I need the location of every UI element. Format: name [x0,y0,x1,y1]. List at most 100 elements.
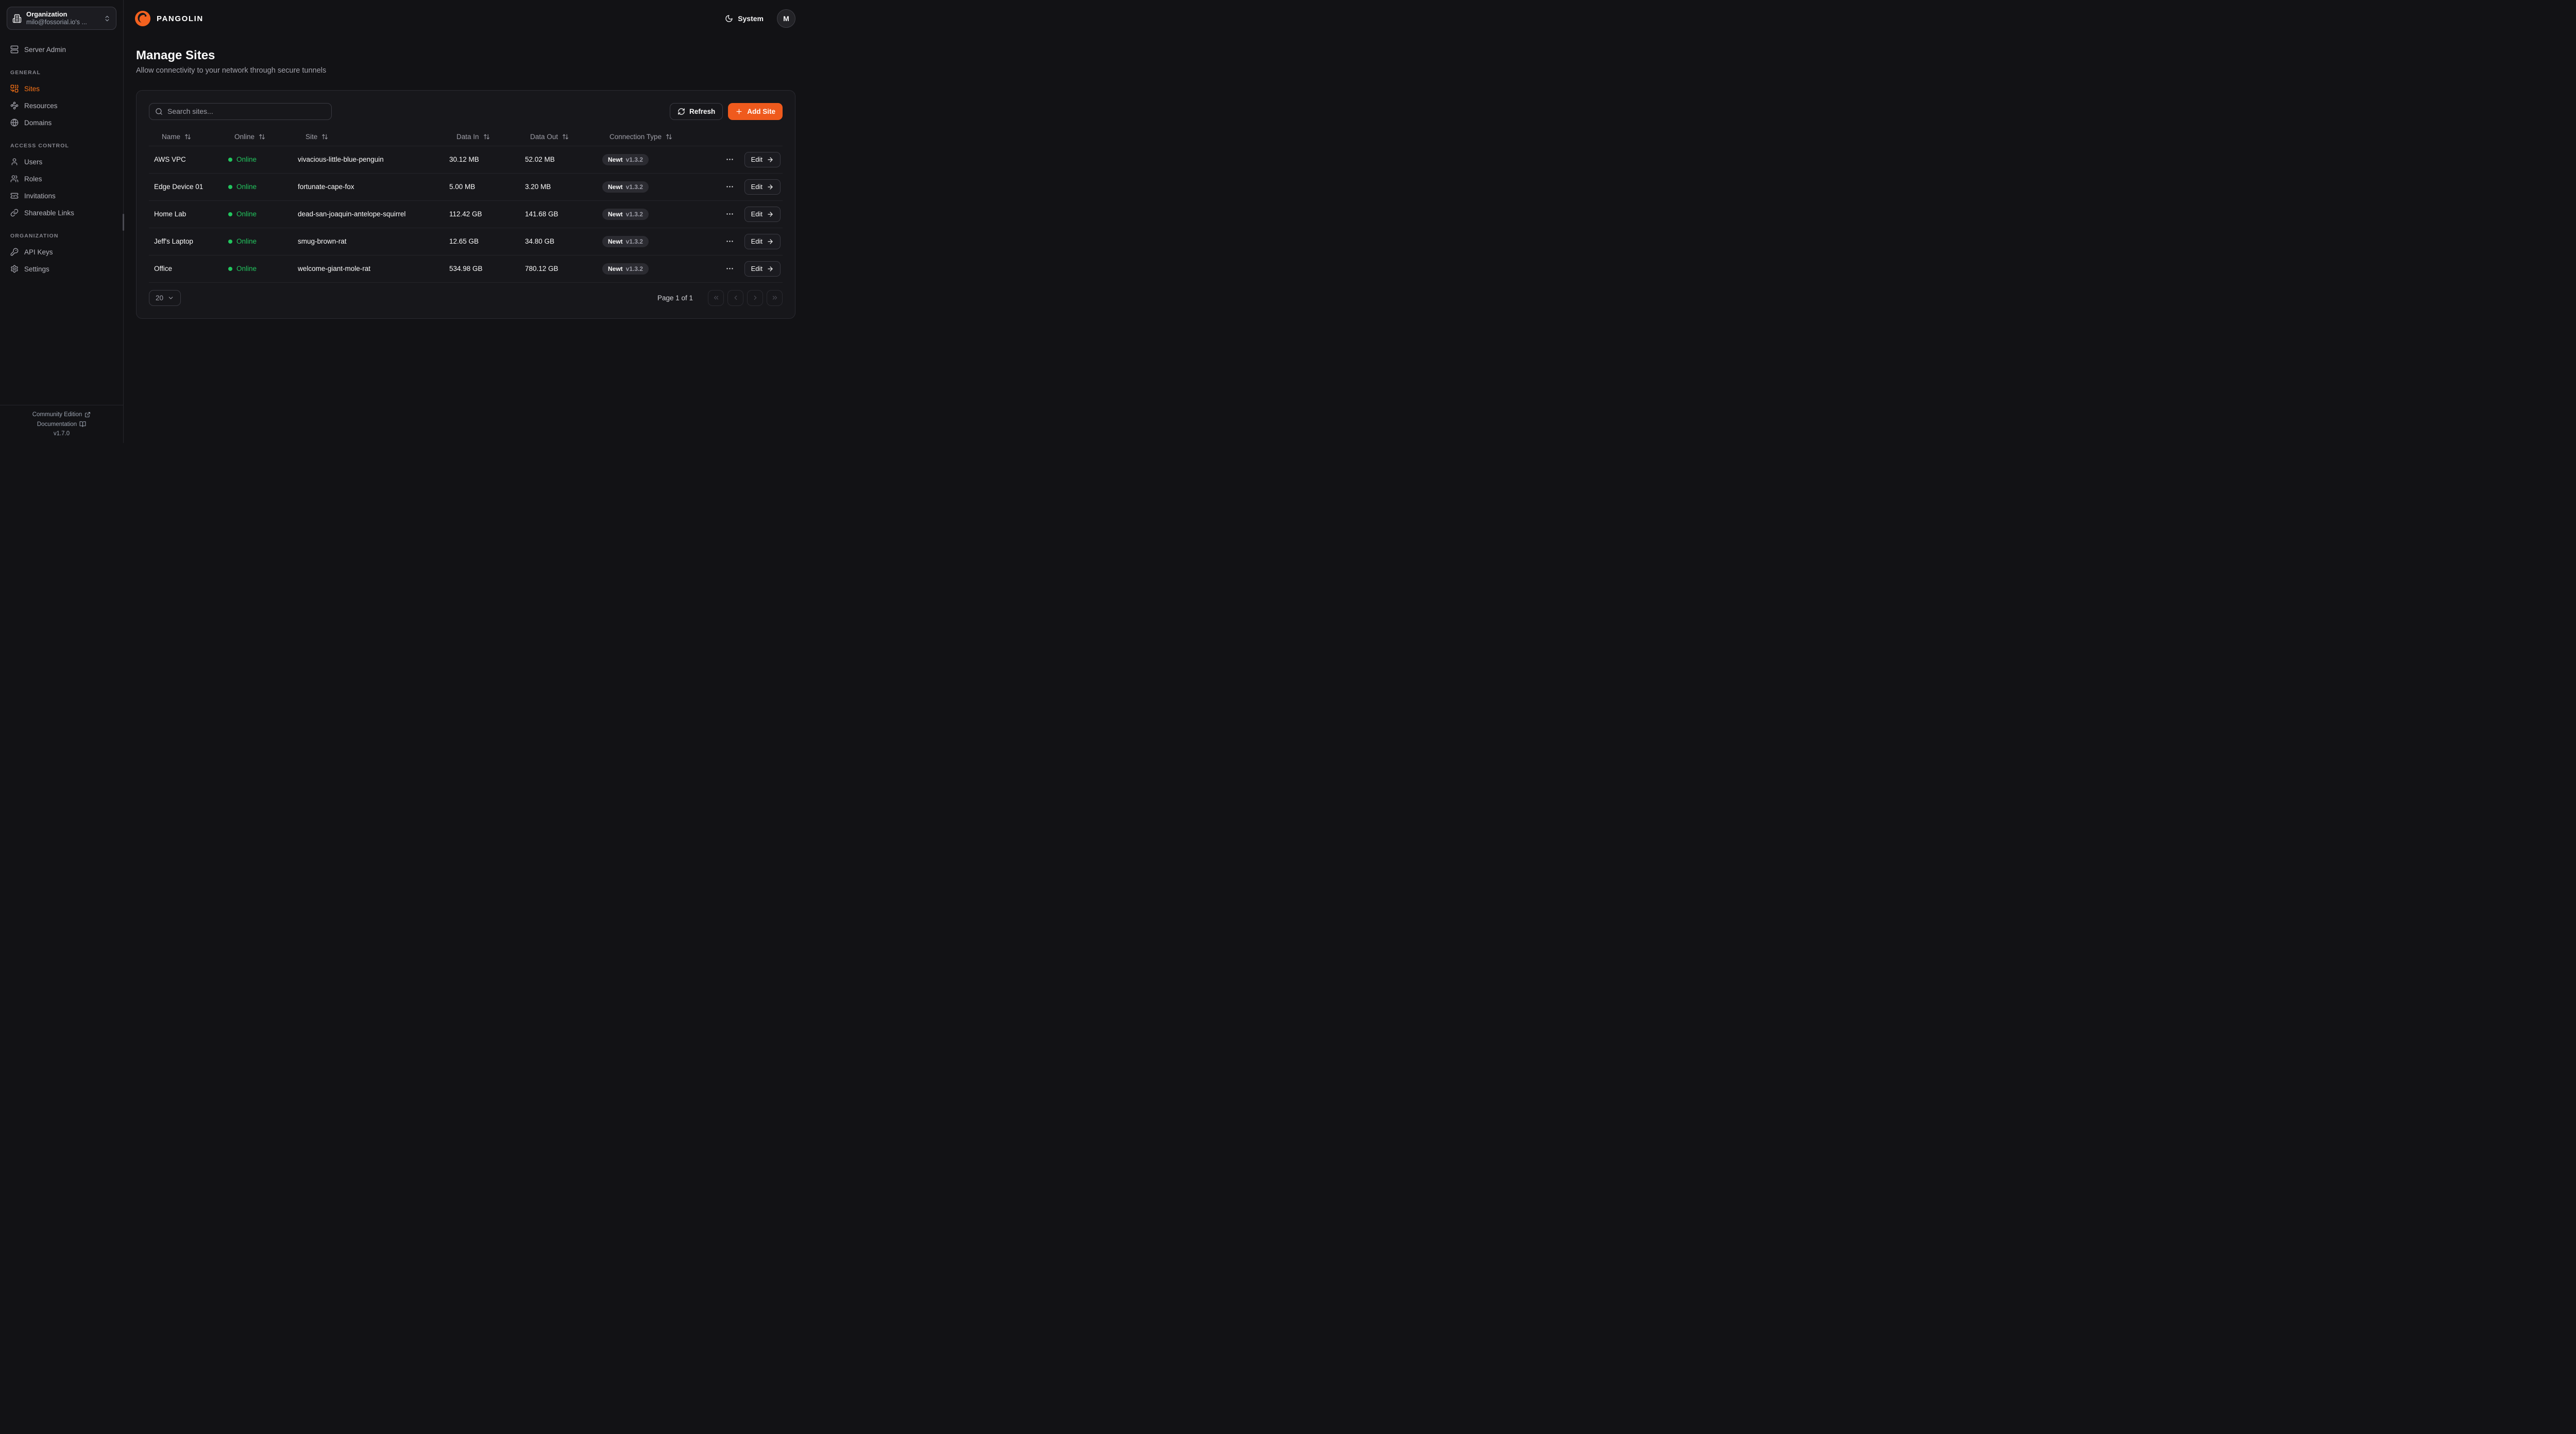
sidebar-item-domains[interactable]: Domains [6,115,117,130]
page-size-select[interactable]: 20 [149,289,181,306]
column-header-site[interactable]: Site [290,133,439,141]
previous-page-button[interactable] [727,289,743,306]
online-status-dot [228,157,232,162]
add-site-label: Add Site [747,107,775,115]
search-icon [155,108,163,115]
connection-type-name: Newt [608,210,623,218]
chevrons-right-icon [771,294,778,301]
theme-toggle[interactable]: System [725,14,764,23]
data-in-cell: 112.42 GB [449,210,482,218]
sidebar-nav: Server Admin GENERAL Sites Resources Domains… [0,37,123,277]
ticket-check-icon [10,192,19,200]
sort-icon[interactable] [666,133,672,140]
documentation-link[interactable]: Documentation [37,421,86,428]
row-menu-button[interactable] [724,181,735,192]
column-header-online[interactable]: Online [223,133,290,141]
add-site-button[interactable]: Add Site [728,103,783,120]
edit-button[interactable]: Edit [744,151,781,167]
chevron-down-icon [167,295,174,301]
sort-icon[interactable] [483,133,490,140]
site-status-cell: Online [223,265,290,272]
data-in-cell: 12.65 GB [449,237,479,246]
online-status-label: Online [236,183,257,191]
connection-type-version: v1.3.2 [625,210,643,218]
edit-button[interactable]: Edit [744,233,781,249]
org-selector[interactable]: Organization milo@fossorial.io's ... [7,7,116,30]
page-subtitle: Allow connectivity to your network throu… [136,66,327,75]
site-slug-cell: dead-san-joaquin-antelope-squirrel [298,210,406,218]
search-input[interactable] [167,107,326,116]
sidebar-section-heading: ORGANIZATION [10,233,59,239]
sidebar-item-settings[interactable]: Settings [6,261,117,277]
connection-type-name: Newt [608,265,623,272]
row-menu-button[interactable] [724,236,735,247]
sort-icon[interactable] [562,133,569,140]
arrow-right-icon [767,265,774,272]
combine-icon [10,84,19,93]
chevrons-left-icon [713,294,720,301]
row-menu-button[interactable] [724,209,735,219]
next-page-button[interactable] [747,289,763,306]
sidebar-item-shareable-links[interactable]: Shareable Links [6,205,117,220]
edit-button-label: Edit [751,156,762,164]
sidebar-item-label: Sites [24,84,40,93]
topbar: PANGOLIN System M [124,0,808,37]
org-selector-texts: Organization milo@fossorial.io's ... [26,10,99,27]
column-header-label: Name [162,133,181,141]
column-header-connection-type[interactable]: Connection Type [594,133,720,141]
edit-button[interactable]: Edit [744,179,781,195]
connection-type-version: v1.3.2 [625,265,643,272]
sort-icon[interactable] [184,133,191,140]
edit-button[interactable]: Edit [744,206,781,222]
sidebar-item-label: API Keys [24,248,53,256]
arrow-right-icon [767,183,774,191]
sidebar-item-label: Domains [24,118,52,127]
refresh-label: Refresh [689,107,716,115]
connection-type-cell: Newt v1.3.2 [594,208,720,220]
sidebar-item-users[interactable]: Users [6,154,117,169]
edit-button[interactable]: Edit [744,261,781,277]
brand-logo[interactable]: PANGOLIN [133,9,204,28]
column-header-name[interactable]: Name [149,133,223,141]
row-actions-cell: Edit [720,151,783,167]
sort-icon[interactable] [321,133,328,140]
connection-type-badge: Newt v1.3.2 [602,181,649,193]
sort-icon[interactable] [259,133,265,140]
online-status-label: Online [236,265,257,273]
site-name-cell: Office [154,265,173,273]
sidebar-item-server-admin[interactable]: Server Admin [6,42,117,57]
first-page-button[interactable] [708,289,724,306]
last-page-button[interactable] [767,289,783,306]
row-menu-button[interactable] [724,263,735,274]
connection-type-version: v1.3.2 [625,237,643,245]
avatar[interactable]: M [777,9,795,28]
column-header-label: Data In [456,133,479,141]
sidebar-item-invitations[interactable]: Invitations [6,188,117,203]
org-selector-label: Organization [26,10,67,18]
data-in-cell: 534.98 GB [449,265,483,273]
book-open-icon [79,421,86,428]
refresh-icon [677,108,685,115]
edit-button-label: Edit [751,183,762,191]
edit-button-label: Edit [751,210,762,218]
sidebar-scrollbar-thumb[interactable] [123,214,124,231]
sidebar-item-label: Shareable Links [24,209,74,217]
sites-card: Refresh Add Site Name Online Site Data In Da… [136,90,795,319]
sidebar-item-resources[interactable]: Resources [6,98,117,113]
server-icon [10,45,19,54]
building-icon [12,14,22,23]
site-name-cell: AWS VPC [154,156,186,164]
community-edition-link[interactable]: Community Edition [32,412,91,418]
row-actions-cell: Edit [720,179,783,195]
sites-toolbar: Refresh Add Site [149,103,783,120]
table-body: AWS VPC Online vivacious-little-blue-pengu… [149,145,783,282]
column-header-data-out[interactable]: Data Out [520,133,594,141]
refresh-button[interactable]: Refresh [669,103,723,120]
sidebar-item-sites[interactable]: Sites [6,81,117,96]
sidebar-item-api-keys[interactable]: API Keys [6,244,117,260]
sidebar-item-roles[interactable]: Roles [6,171,117,186]
arrow-right-icon [767,156,774,163]
row-menu-button[interactable] [724,154,735,165]
column-header-data-in[interactable]: Data In [439,133,520,141]
arrow-right-icon [767,211,774,218]
